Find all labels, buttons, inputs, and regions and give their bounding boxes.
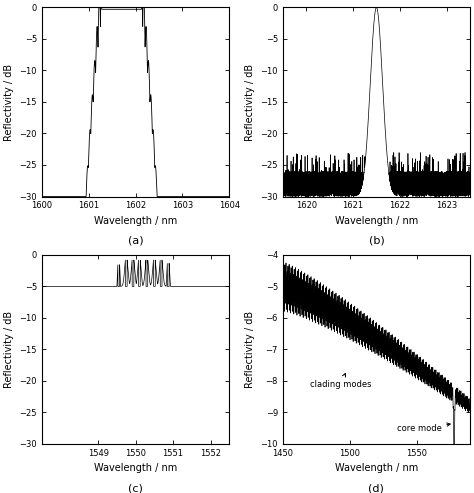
Text: (d): (d) — [368, 483, 384, 493]
Text: (a): (a) — [128, 236, 144, 246]
Y-axis label: Reflectivity / dB: Reflectivity / dB — [245, 64, 255, 141]
Text: (c): (c) — [128, 483, 143, 493]
X-axis label: Wavelength / nm: Wavelength / nm — [335, 216, 418, 226]
X-axis label: Wavelength / nm: Wavelength / nm — [94, 216, 177, 226]
Text: clading modes: clading modes — [310, 373, 371, 389]
Y-axis label: Reflectivity / dB: Reflectivity / dB — [245, 311, 255, 388]
X-axis label: Wavelength / nm: Wavelength / nm — [94, 463, 177, 473]
Text: core mode: core mode — [397, 423, 450, 433]
X-axis label: Wavelength / nm: Wavelength / nm — [335, 463, 418, 473]
Y-axis label: Reflectivity / dB: Reflectivity / dB — [4, 64, 14, 141]
Y-axis label: Reflectivity / dB: Reflectivity / dB — [4, 311, 14, 388]
Text: (b): (b) — [369, 236, 384, 246]
